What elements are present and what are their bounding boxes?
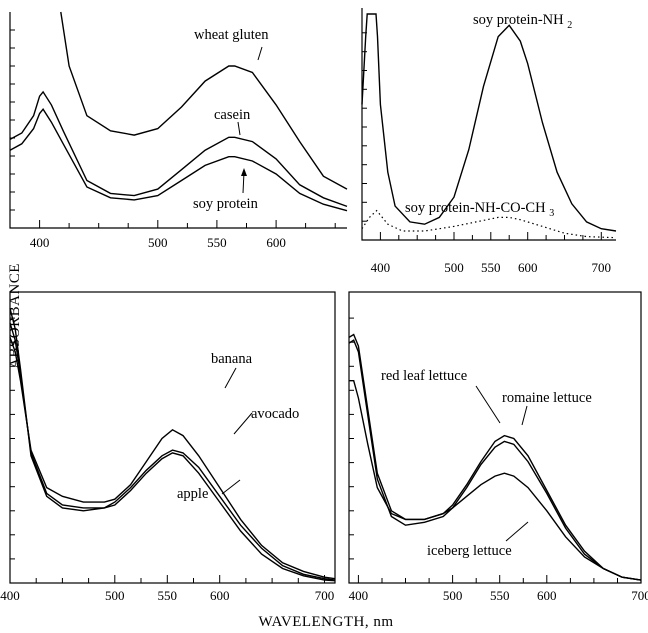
x-tick-label-550: 550 [490,588,510,603]
panel-lettuce-spectra: 400 500 550 600 700 red leaf lettuce romaine… [348,291,648,603]
panel-fruit-spectra: 400 500 550 600 700 banana avocado apple [0,291,336,603]
panel-protein-spectra-tick-labels: 400 500 550 600 [30,235,286,250]
x-tick-label-700: 700 [631,588,648,603]
leader-soy-protein-arrowhead [241,168,247,176]
leader-iceberg-lettuce [505,521,529,542]
x-tick-label-600: 600 [266,235,286,250]
panel-fruit-spectra-curves [9,308,336,582]
panel-lettuce-spectra-tick-labels: 400 500 550 600 700 [349,588,648,603]
x-tick-label-500: 500 [444,260,464,275]
panel-soy-derivative-spectra-tick-labels: 400 500 550 600 700 [371,260,611,275]
label-soy-protein-acetyl: soy protein-NH-CO-CH 3 [405,200,554,219]
x-tick-label-550: 550 [158,588,178,603]
x-tick-label-700: 700 [592,260,612,275]
leader-romaine-lettuce [521,405,528,426]
label-red-leaf-lettuce: red leaf lettuce [381,368,467,384]
leader-red-leaf-lettuce [475,385,501,424]
x-tick-label-400: 400 [0,588,20,603]
panel-soy-derivative-spectra: 400 500 550 600 700 soy protein-NH 2 soy pro… [361,8,617,275]
x-tick-label-550: 550 [207,235,227,250]
panel-protein-spectra-curves [9,11,348,212]
label-apple: apple [177,486,208,502]
x-tick-label-500: 500 [148,235,168,250]
label-soy-protein-nh2-subscript: 2 [567,20,572,31]
series-line-soy-protein-nh [361,13,617,232]
label-soy-protein-acetyl-text: soy protein-NH-CO-CH [405,200,546,216]
x-tick-label-500: 500 [443,588,463,603]
x-tick-label-550: 550 [481,260,501,275]
panel-lettuce-spectra-frame [348,291,642,584]
series-line-iceberg-lettuce [349,380,642,581]
series-line-wheat-gluten [60,11,348,190]
x-tick-label-600: 600 [210,588,230,603]
label-avocado: avocado [251,406,299,422]
panel-fruit-spectra-frame [9,291,336,584]
label-casein: casein [214,107,251,123]
label-wheat-gluten: wheat gluten [194,27,269,43]
label-banana: banana [211,351,253,367]
series-line-red-leaf-lettuce [348,333,642,581]
panel-soy-derivative-spectra-ticks [361,32,602,240]
label-iceberg-lettuce: iceberg lettuce [427,543,512,559]
label-soy-protein-nh2: soy protein-NH 2 [473,12,572,31]
x-tick-label-700: 700 [315,588,335,603]
series-line-apple [9,322,336,582]
x-tick-label-600: 600 [537,588,557,603]
series-line-avocado [9,308,336,581]
x-tick-label-600: 600 [518,260,538,275]
label-soy-protein-acetyl-subscript: 3 [549,208,554,219]
x-tick-label-400: 400 [371,260,391,275]
panel-fruit-spectra-tick-labels: 400 500 550 600 700 [0,588,334,603]
label-soy-protein: soy protein [193,196,259,212]
x-tick-label-400: 400 [30,235,50,250]
x-axis-title: WAVELENGTH, nm [258,614,393,630]
panel-soy-derivative-spectra-curves [361,13,617,239]
panel-protein-spectra: 400 500 550 600 wheat gluten casein soy pro… [9,11,348,250]
panel-fruit-spectra-ticks [9,317,325,583]
series-line-soy-protein [9,108,348,212]
panel-lettuce-spectra-ticks [349,317,642,583]
label-romaine-lettuce: romaine lettuce [502,390,592,406]
label-soy-protein-nh2-text: soy protein-NH [473,12,564,28]
panel-protein-spectra-ticks [9,29,336,228]
leader-avocado [233,412,253,435]
series-line-romaine-lettuce [348,339,642,581]
leader-wheat-gluten [257,46,263,61]
leader-apple [221,479,241,495]
leader-banana [224,367,237,389]
series-line-banana [9,337,336,580]
leader-casein [237,121,241,136]
x-tick-label-500: 500 [105,588,125,603]
series-line-casein [9,90,348,208]
x-tick-label-400: 400 [349,588,369,603]
panel-lettuce-spectra-curves [348,333,642,581]
panel-protein-spectra-frame [9,12,347,229]
